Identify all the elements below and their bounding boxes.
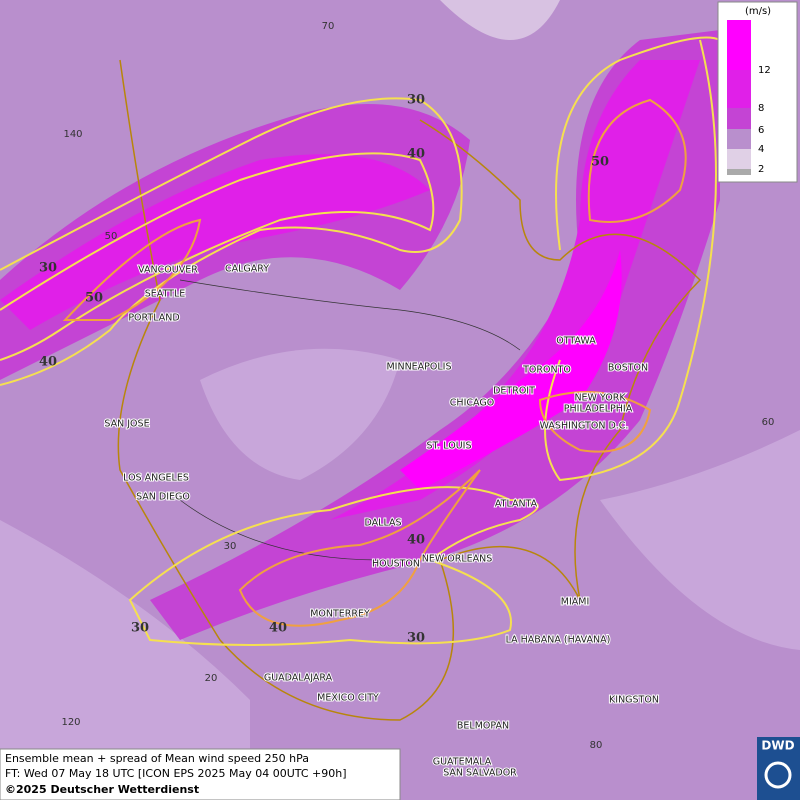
city-label: DALLAS xyxy=(365,518,402,529)
logo-swirl xyxy=(764,761,792,789)
logo-text: DWD xyxy=(761,739,794,753)
city-label: MINNEAPOLIS xyxy=(386,362,451,373)
border xyxy=(179,279,521,561)
contour-label: 40 xyxy=(407,533,425,548)
city-label: MEXICO CITY xyxy=(317,693,379,704)
city-label: BELMOPAN xyxy=(457,721,509,732)
graticule-label: 60 xyxy=(762,417,775,428)
legend-tick-label: 8 xyxy=(758,103,764,114)
legend-tick-label: 6 xyxy=(758,125,764,136)
city-label: GUADALAJARA xyxy=(264,673,333,684)
contour-label: 50 xyxy=(85,291,103,306)
city-label: OTTAWA xyxy=(556,336,596,347)
city-label: LOS ANGELES xyxy=(123,473,189,484)
legend-ticks: 12 8 6 4 2 xyxy=(758,65,771,175)
city-label: VANCOUVER xyxy=(138,265,198,276)
graticule-label: 30 xyxy=(224,541,237,552)
contour-label: 40 xyxy=(39,355,57,370)
legend-swatch xyxy=(727,129,751,149)
city-label: ST. LOUIS xyxy=(427,441,472,452)
graticule-label: 120 xyxy=(61,717,80,728)
city-label: DETROIT xyxy=(493,386,535,397)
city-label: TORONTO xyxy=(522,365,571,376)
jet-core xyxy=(330,60,700,520)
city-label: SEATTLE xyxy=(145,289,186,300)
jet-area xyxy=(150,30,720,640)
legend-tick-label: 12 xyxy=(758,65,771,76)
logo-box xyxy=(757,737,800,800)
contour-30 xyxy=(128,486,539,646)
city-label: HOUSTON xyxy=(372,559,420,570)
contour-50 xyxy=(587,98,687,223)
contour-40 xyxy=(238,469,481,627)
graticule-label: 50 xyxy=(105,231,118,242)
contour-label: 50 xyxy=(591,155,609,170)
city-label: ATLANTA xyxy=(495,499,538,510)
city-label: SAN SALVADOR xyxy=(443,768,517,779)
footer-forecast: FT: Wed 07 May 18 UTC [ICON EPS 2025 May… xyxy=(5,767,347,780)
contour-40 xyxy=(538,391,652,453)
jet-core xyxy=(0,154,430,330)
city-label: MIAMI xyxy=(561,597,590,608)
city-label: SAN JOSE xyxy=(104,419,149,430)
contour-label: 30 xyxy=(39,261,57,276)
legend-unit: (m/s) xyxy=(745,6,771,17)
footer-copyright: ©2025 Deutscher Wetterdienst xyxy=(5,783,199,796)
city-label: CALGARY xyxy=(225,264,269,275)
city-label: CHICAGO xyxy=(450,398,494,409)
city-label: SAN DIEGO xyxy=(136,492,190,503)
city-label: NEW ORLEANS xyxy=(422,554,493,565)
graticule-label: 140 xyxy=(63,129,82,140)
graticule-label: 20 xyxy=(205,673,218,684)
jet-max xyxy=(400,250,622,490)
low-wind-area xyxy=(440,0,560,40)
city-label: BOSTON xyxy=(608,363,648,374)
city-label: PHILADELPHIA xyxy=(564,404,633,415)
contour-40 xyxy=(0,152,435,361)
contour-label: 40 xyxy=(407,147,425,162)
legend-swatch xyxy=(727,70,751,108)
footer-title: Ensemble mean + spread of Mean wind spee… xyxy=(5,752,309,765)
coastline xyxy=(117,59,702,721)
graticule-label: 80 xyxy=(590,740,603,751)
city-label: KINGSTON xyxy=(609,695,659,706)
low-wind-area xyxy=(0,520,250,800)
city-label: LA HABANA (HAVANA) xyxy=(506,635,611,646)
contour-label: 30 xyxy=(407,93,425,108)
labels: VANCOUVER CALGARY SEATTLE PORTLAND MINNEAPOL… xyxy=(39,21,775,780)
low-wind-area xyxy=(200,348,400,480)
footer-box xyxy=(0,748,401,801)
contour-label: 30 xyxy=(131,621,149,636)
contour-30 xyxy=(544,36,721,482)
city-label: PORTLAND xyxy=(128,313,179,324)
legend-tick-label: 4 xyxy=(758,144,764,155)
contour-label: 40 xyxy=(269,621,287,636)
legend-swatch xyxy=(727,108,751,129)
legend-swatch xyxy=(727,20,751,70)
contour-50 xyxy=(62,218,202,321)
graticule-label: 70 xyxy=(322,21,335,32)
legend-swatch xyxy=(727,149,751,169)
city-label: MONTERREY xyxy=(310,609,370,620)
low-wind-area xyxy=(600,430,800,650)
city-label: NEW YORK xyxy=(574,393,626,404)
legend-tick-label: 2 xyxy=(758,164,764,175)
legend-swatch xyxy=(727,169,751,175)
contour-label: 30 xyxy=(407,631,425,646)
city-label: GUATEMALA xyxy=(433,757,492,768)
city-label: WASHINGTON D.C. xyxy=(540,421,629,432)
